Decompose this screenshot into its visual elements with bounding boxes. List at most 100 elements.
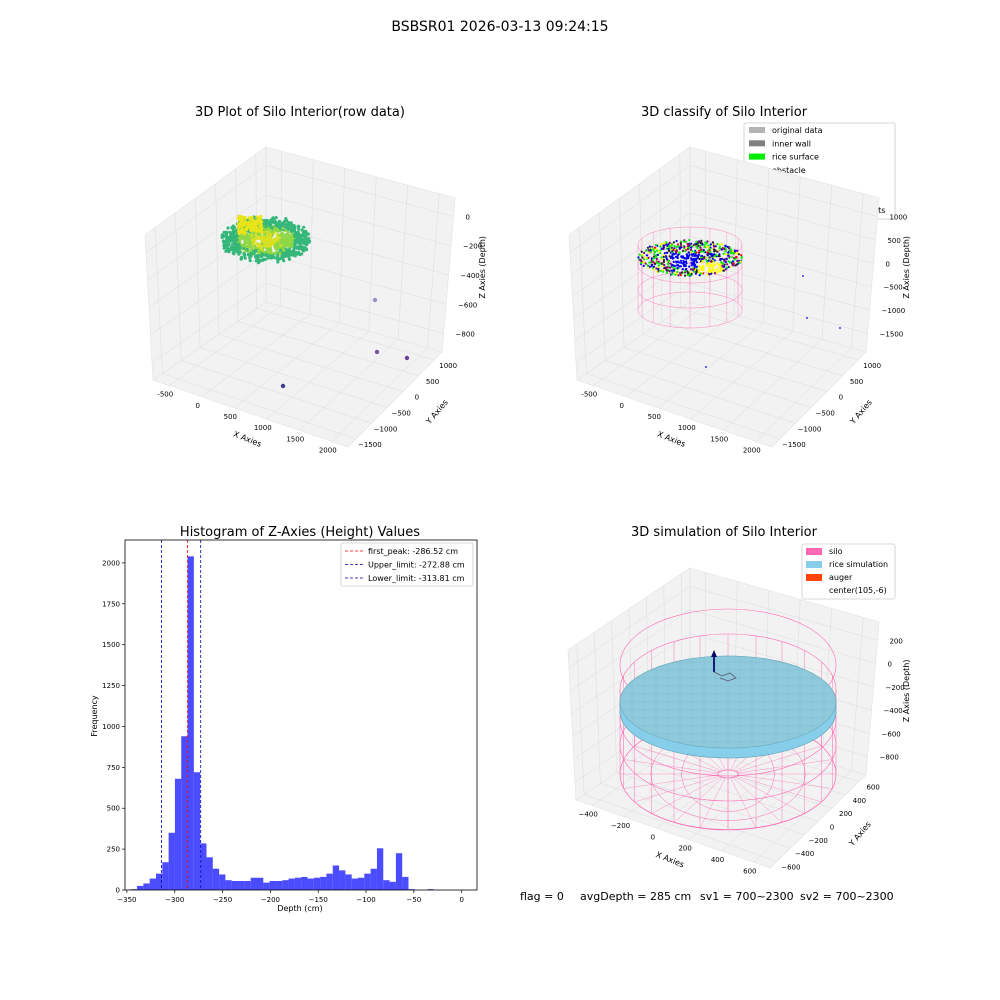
simulation-silo-spoke: [735, 776, 805, 814]
classify-point: [727, 265, 731, 269]
histogram-ytick-label: 1000: [102, 723, 120, 731]
classify-point: [698, 274, 701, 277]
simulation-silo-spoke: [623, 774, 719, 789]
cls-floor-pane: [576, 301, 867, 448]
classify-point: [713, 250, 716, 253]
classify-point: [672, 264, 675, 267]
classify-point: [726, 263, 729, 266]
histogram-bar: [269, 881, 276, 890]
raw-point: [290, 235, 294, 239]
classify-point: [671, 251, 674, 254]
classify-point: [740, 254, 743, 257]
histogram-legend-label: Lower_limit: -313.81 cm: [368, 574, 465, 583]
histogram-bar: [288, 878, 295, 890]
cls-xtick: 0: [620, 402, 624, 410]
raw-point: [267, 228, 271, 232]
raw-point: [273, 240, 277, 244]
raw-ztick: −600: [458, 301, 477, 309]
classify-point: [721, 243, 724, 246]
sim-xtick: −400: [579, 811, 598, 819]
raw-point: [284, 252, 288, 256]
classify-point: [706, 262, 709, 265]
classify-point: [663, 252, 667, 255]
raw-point: [250, 229, 254, 233]
histogram-xtick-label: −50: [406, 896, 421, 904]
simulation-silo-spoke: [673, 777, 724, 823]
simulation-silo-spoke: [737, 759, 833, 774]
histogram-bar: [376, 848, 384, 890]
raw-outlier-point: [404, 355, 410, 361]
classify-point: [646, 264, 649, 267]
classify-point: [697, 251, 701, 254]
cls-ygrid: [605, 360, 796, 424]
raw-point: [237, 226, 240, 230]
classify-title: 3D classify of Silo Interior: [641, 105, 808, 120]
raw-point: [282, 259, 286, 263]
raw-point: [294, 250, 298, 254]
classify-point: [731, 256, 734, 259]
classify-point: [697, 269, 701, 272]
raw-point: [276, 260, 280, 264]
raw-ygrid: [237, 321, 419, 376]
classify-point: [687, 257, 690, 260]
classify-point: [736, 259, 739, 262]
classify-point: [706, 240, 709, 243]
raw-point: [221, 239, 225, 243]
classify-point: [654, 246, 657, 249]
raw-zlabel: Z Axies (Depth): [478, 236, 487, 299]
raw-point: [253, 246, 257, 250]
cls-zgrid: [689, 188, 876, 241]
simulation-3d-panel: 3D simulation of Silo Interior silo rice …: [567, 525, 911, 875]
raw-ztick: 0: [465, 213, 469, 221]
classify-point: [699, 246, 702, 249]
classify-point: [720, 261, 723, 264]
sim-ztick: −800: [880, 754, 899, 762]
classify-point: [676, 243, 680, 246]
classify-point: [665, 271, 668, 274]
classify-point: [688, 251, 691, 254]
classify-point: [686, 248, 690, 251]
classify-point: [659, 245, 662, 248]
raw-point: [294, 245, 298, 249]
classify-point: [654, 243, 658, 247]
raw-outlier-point: [280, 383, 286, 389]
classify-point: [655, 257, 658, 261]
cls-zgrid: [689, 212, 874, 264]
raw-point: [251, 231, 255, 235]
histogram-bar: [408, 889, 415, 890]
raw-point: [264, 253, 269, 257]
raw-point: [277, 235, 281, 239]
histogram-bar: [206, 857, 213, 890]
classify-point: [670, 244, 673, 247]
classify-point: [694, 264, 697, 267]
classify-point: [712, 244, 716, 247]
raw-point: [300, 237, 304, 242]
classify-point: [679, 272, 682, 275]
raw-point: [243, 241, 247, 245]
raw-point: [284, 228, 288, 232]
raw-point: [238, 218, 242, 222]
classify-noise-point: [705, 366, 707, 368]
classify-point: [676, 270, 679, 273]
classify-point: [725, 266, 728, 269]
simulation-title: 3D simulation of Silo Interior: [631, 525, 818, 540]
classify-legend-label: inner wall: [772, 139, 811, 148]
classify-point: [707, 270, 710, 273]
raw-point: [270, 230, 274, 234]
raw-point: [230, 233, 235, 237]
raw-xtick: 2000: [319, 446, 337, 454]
classify-point: [679, 265, 683, 268]
raw-point: [251, 237, 255, 242]
simulation-silo-spoke: [736, 745, 822, 773]
raw-xgrid: [201, 314, 311, 397]
classify-point: [678, 265, 681, 268]
classify-point: [712, 248, 716, 251]
histogram-ytick-label: 500: [107, 805, 120, 813]
classify-point: [695, 265, 699, 268]
classify-point: [662, 260, 666, 264]
classify-point: [640, 250, 643, 253]
classify-point: [663, 267, 666, 270]
classify-point: [672, 253, 675, 256]
classify-point: [700, 267, 703, 270]
